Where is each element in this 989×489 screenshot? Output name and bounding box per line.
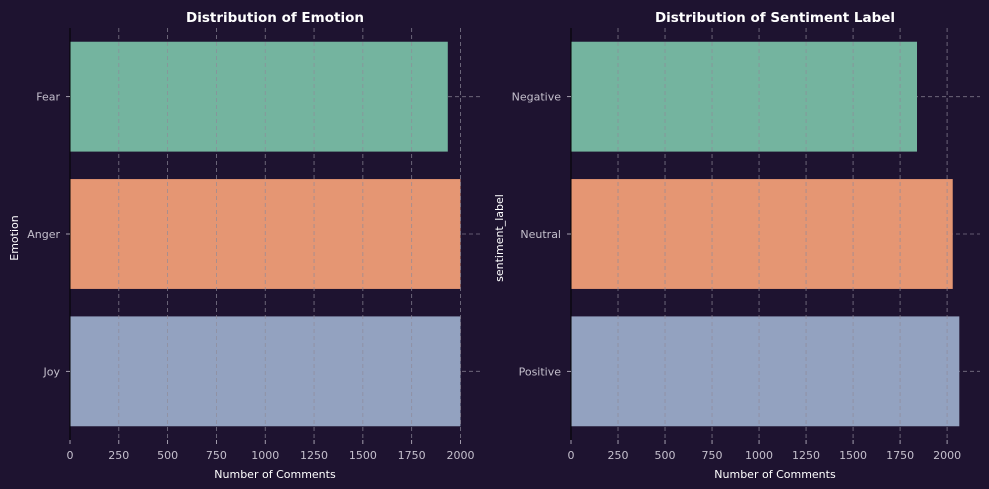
x-tick-label: 750 xyxy=(702,449,723,462)
x-tick-label: 500 xyxy=(655,449,676,462)
x-tick-label: 750 xyxy=(206,449,227,462)
x-ticks: 0 250 500 750 1000 1250 1500 1750 2000 xyxy=(67,440,474,462)
y-ticks: Fear Anger Joy xyxy=(27,91,70,378)
bar-neutral xyxy=(571,179,953,289)
x-tick-label: 1000 xyxy=(745,449,773,462)
x-tick-label: 250 xyxy=(608,449,629,462)
x-tick-label: 1500 xyxy=(349,449,377,462)
chart-title: Distribution of Sentiment Label xyxy=(655,10,895,26)
y-tick-label: Joy xyxy=(43,365,61,378)
y-tick-label: Anger xyxy=(27,228,60,241)
y-tick-label: Positive xyxy=(519,365,562,378)
y-axis-label: sentiment_label xyxy=(493,194,506,282)
y-ticks: Negative Neutral Positive xyxy=(512,91,571,378)
bar-fear xyxy=(70,41,448,152)
y-tick-label: Neutral xyxy=(520,228,561,241)
x-tick-label: 1250 xyxy=(792,449,820,462)
x-tick-label: 2000 xyxy=(446,449,474,462)
chart-title: Distribution of Emotion xyxy=(186,10,364,26)
x-tick-label: 250 xyxy=(108,449,129,462)
x-axis-label: Number of Comments xyxy=(714,468,836,481)
chart-sentiment-label: Distribution of Sentiment Label Number o… xyxy=(493,10,980,481)
x-tick-label: 1000 xyxy=(251,449,279,462)
y-tick-label: Negative xyxy=(512,91,562,104)
x-tick-label: 500 xyxy=(157,449,178,462)
y-axis-label: Emotion xyxy=(8,215,21,260)
x-tick-label: 0 xyxy=(568,449,575,462)
bar-positive xyxy=(571,316,960,427)
bars xyxy=(571,41,960,427)
x-tick-label: 1750 xyxy=(398,449,426,462)
chart-emotion: Distribution of Emotion Number of Commen… xyxy=(8,10,480,481)
x-axis-label: Number of Comments xyxy=(214,468,336,481)
x-tick-label: 0 xyxy=(67,449,74,462)
x-tick-label: 1500 xyxy=(839,449,867,462)
x-tick-label: 1750 xyxy=(886,449,914,462)
x-ticks: 0 250 500 750 1000 1250 1500 1750 2000 xyxy=(568,440,961,462)
bar-negative xyxy=(571,41,918,152)
x-tick-label: 2000 xyxy=(933,449,961,462)
x-tick-label: 1250 xyxy=(300,449,328,462)
y-tick-label: Fear xyxy=(36,91,60,104)
